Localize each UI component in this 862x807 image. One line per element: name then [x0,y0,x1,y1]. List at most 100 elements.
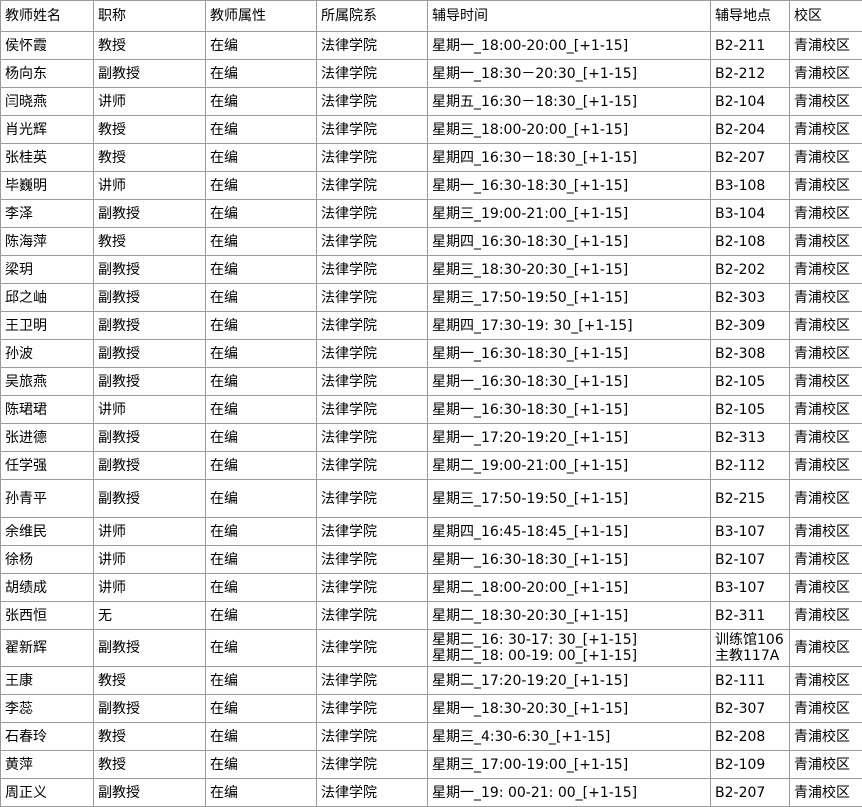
table-cell: 在编 [206,60,317,88]
table-cell: 星期一_16:30-18:30_[+1-15] [428,368,711,396]
table-cell: 星期三_19:00-21:00_[+1-15] [428,200,711,228]
table-cell: 陈海萍 [1,228,94,256]
table-cell: 星期五_16:30－18:30_[+1-15] [428,88,711,116]
table-cell: B2-309 [711,312,790,340]
table-row: 梁玥副教授在编法律学院星期三_18:30-20:30_[+1-15]B2-202… [1,256,862,284]
table-cell: B2-105 [711,368,790,396]
table-cell: 青浦校区 [790,256,862,284]
table-cell: 法律学院 [317,518,428,546]
table-cell: B2-202 [711,256,790,284]
cell-line: 主教117A [715,648,785,664]
table-cell: B3-107 [711,574,790,602]
table-cell: 在编 [206,602,317,630]
table-cell: B2-107 [711,546,790,574]
table-cell: 副教授 [94,340,206,368]
header-row: 教师姓名职称教师属性所属院系辅导时间辅导地点校区 [1,1,862,32]
table-cell: 肖光辉 [1,116,94,144]
table-cell: 星期一_16:30-18:30_[+1-15] [428,340,711,368]
table-cell: 青浦校区 [790,723,862,751]
table-cell: 讲师 [94,88,206,116]
table-cell: 星期一_18:30-20:30_[+1-15] [428,695,711,723]
table-cell: 法律学院 [317,452,428,480]
table-row: 毕巍明讲师在编法律学院星期一_16:30-18:30_[+1-15]B3-108… [1,172,862,200]
table-cell: 星期一_16:30-18:30_[+1-15] [428,546,711,574]
table-cell: 青浦校区 [790,574,862,602]
table-cell: 教授 [94,144,206,172]
table-cell: 法律学院 [317,546,428,574]
table-row: 孙波副教授在编法律学院星期一_16:30-18:30_[+1-15]B2-308… [1,340,862,368]
table-row: 周正义副教授在编法律学院星期一_19: 00-21: 00_[+1-15]B2-… [1,779,862,807]
table-cell: B2-311 [711,602,790,630]
table-cell: 在编 [206,546,317,574]
table-cell: 在编 [206,667,317,695]
table-cell: 教授 [94,751,206,779]
table-cell: 讲师 [94,518,206,546]
table-cell: B3-108 [711,172,790,200]
table-cell: 青浦校区 [790,368,862,396]
table-cell: 青浦校区 [790,284,862,312]
table-cell: 青浦校区 [790,630,862,667]
table-cell: B2-104 [711,88,790,116]
table-row: 杨向东副教授在编法律学院星期一_18:30－20:30_[+1-15]B2-21… [1,60,862,88]
header-cell: 所属院系 [317,1,428,32]
table-cell: 在编 [206,452,317,480]
table-cell: 在编 [206,172,317,200]
table-cell: 法律学院 [317,32,428,60]
table-cell: 星期四_17:30-19: 30_[+1-15] [428,312,711,340]
table-cell: 青浦校区 [790,200,862,228]
table-cell: 青浦校区 [790,116,862,144]
table-row: 翟新辉副教授在编法律学院星期二_16: 30-17: 30_[+1-15]星期二… [1,630,862,667]
table-cell: B2-204 [711,116,790,144]
table-row: 胡绩成讲师在编法律学院星期二_18:00-20:00_[+1-15]B3-107… [1,574,862,602]
table-cell: 星期一_17:20-19:20_[+1-15] [428,424,711,452]
table-cell: 副教授 [94,312,206,340]
table-cell: 在编 [206,312,317,340]
table-cell: 在编 [206,144,317,172]
table-cell: 法律学院 [317,200,428,228]
table-cell: 在编 [206,424,317,452]
table-cell: 副教授 [94,200,206,228]
table-cell: 周正义 [1,779,94,807]
table-cell: 法律学院 [317,144,428,172]
table-row: 孙青平副教授在编法律学院星期三_17:50-19:50_[+1-15]B2-21… [1,480,862,518]
table-cell: 李蕊 [1,695,94,723]
table-cell: 法律学院 [317,630,428,667]
cell-line: 星期二_16: 30-17: 30_[+1-15] [432,632,706,648]
table-cell: 在编 [206,480,317,518]
table-cell: 青浦校区 [790,452,862,480]
table-cell: B2-215 [711,480,790,518]
table-cell: 王卫明 [1,312,94,340]
table-cell: B2-313 [711,424,790,452]
table-cell: 教授 [94,667,206,695]
table-cell: 青浦校区 [790,546,862,574]
table-cell: 闫晓燕 [1,88,94,116]
cell-line: 星期二_18: 00-19: 00_[+1-15] [432,648,706,664]
table-cell: 法律学院 [317,480,428,518]
table-cell: 青浦校区 [790,695,862,723]
table-cell: 在编 [206,723,317,751]
table-cell: B2-111 [711,667,790,695]
table-cell: 在编 [206,200,317,228]
table-cell: 在编 [206,779,317,807]
table-cell: 星期四_16:30－18:30_[+1-15] [428,144,711,172]
table-row: 李蕊副教授在编法律学院星期一_18:30-20:30_[+1-15]B2-307… [1,695,862,723]
table-cell: B2-303 [711,284,790,312]
table-cell: 无 [94,602,206,630]
table-cell: B2-108 [711,228,790,256]
table-cell: 在编 [206,574,317,602]
table-cell: 侯怀霞 [1,32,94,60]
table-cell: 星期三_17:50-19:50_[+1-15] [428,284,711,312]
table-cell: 胡绩成 [1,574,94,602]
table-cell: 在编 [206,518,317,546]
table-cell: 法律学院 [317,116,428,144]
table-cell: 青浦校区 [790,779,862,807]
table-cell: 星期二_19:00-21:00_[+1-15] [428,452,711,480]
table-cell: 在编 [206,284,317,312]
table-cell: 青浦校区 [790,480,862,518]
table-cell: 法律学院 [317,723,428,751]
table-row: 邱之岫副教授在编法律学院星期三_17:50-19:50_[+1-15]B2-30… [1,284,862,312]
